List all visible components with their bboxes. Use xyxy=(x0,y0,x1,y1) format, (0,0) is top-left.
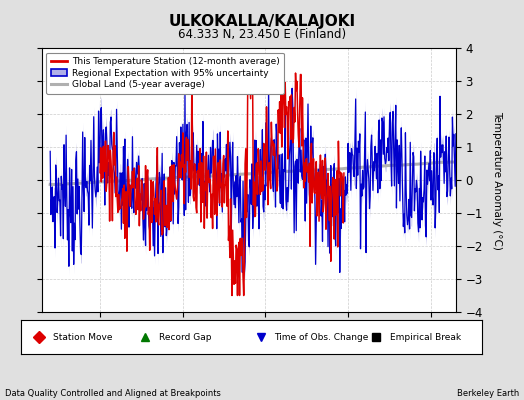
Y-axis label: Temperature Anomaly (°C): Temperature Anomaly (°C) xyxy=(493,110,503,250)
Text: Berkeley Earth: Berkeley Earth xyxy=(456,389,519,398)
Text: Data Quality Controlled and Aligned at Breakpoints: Data Quality Controlled and Aligned at B… xyxy=(5,389,221,398)
Legend: This Temperature Station (12-month average), Regional Expectation with 95% uncer: This Temperature Station (12-month avera… xyxy=(47,52,284,94)
Text: Time of Obs. Change: Time of Obs. Change xyxy=(275,332,369,342)
Text: 64.333 N, 23.450 E (Finland): 64.333 N, 23.450 E (Finland) xyxy=(178,28,346,41)
Text: Empirical Break: Empirical Break xyxy=(390,332,461,342)
Text: Record Gap: Record Gap xyxy=(159,332,212,342)
Text: ULKOKALLA/KALAJOKI: ULKOKALLA/KALAJOKI xyxy=(168,14,356,29)
Text: Station Move: Station Move xyxy=(53,332,113,342)
